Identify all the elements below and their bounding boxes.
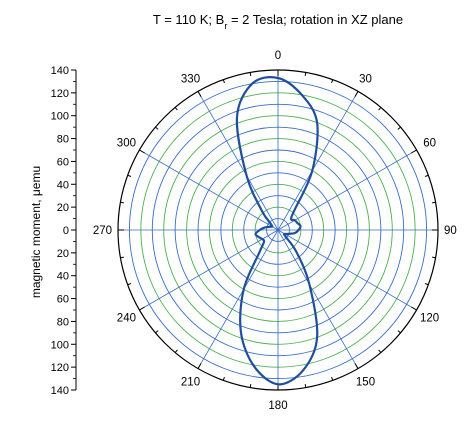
radial-tick-label: 60 (57, 294, 69, 306)
angular-tick-mark (139, 306, 145, 311)
angular-tick-label: 210 (181, 377, 200, 389)
angular-tick-mark (249, 384, 252, 388)
angular-tick-mark (432, 201, 436, 204)
radial-tick-label: 100 (51, 339, 69, 351)
angular-tick-mark (155, 126, 159, 130)
angular-tick-mark (411, 149, 417, 154)
angular-tick-mark (331, 79, 334, 84)
angular-tick-label: 270 (93, 225, 112, 237)
radial-tick-label: 120 (51, 88, 69, 100)
grid-spoke (277, 229, 417, 311)
angular-tick-mark (174, 349, 178, 353)
radial-tick-label: 140 (51, 65, 69, 77)
title-prefix: T = 110 K; B (153, 12, 224, 27)
angular-tick-mark (378, 349, 382, 353)
angular-tick-mark (354, 91, 359, 97)
angular-tick-mark (127, 174, 132, 177)
angular-tick-label: 90 (444, 225, 457, 237)
angular-tick-mark (354, 363, 359, 369)
radial-tick-label: 60 (57, 156, 69, 168)
angular-tick-mark (197, 363, 202, 369)
angular-tick-label: 330 (181, 73, 200, 85)
grid-spoke (277, 229, 359, 369)
grid-spoke (139, 149, 279, 231)
angular-tick-mark (222, 376, 225, 381)
grid-spoke (197, 91, 279, 231)
angular-tick-mark (127, 283, 132, 286)
angular-tick-label: 150 (356, 377, 375, 389)
radial-tick-label: 40 (57, 179, 69, 191)
angular-tick-mark (432, 256, 436, 259)
chart-title: T = 110 K; Br = 2 Tesla; rotation in XZ … (153, 12, 403, 31)
angular-tick-mark (411, 306, 417, 311)
angular-tick-mark (397, 126, 401, 130)
angular-tick-mark (378, 107, 382, 111)
series-line (235, 76, 319, 386)
angular-tick-label: 240 (117, 313, 136, 325)
angular-tick-mark (174, 107, 178, 111)
angular-tick-mark (331, 376, 334, 381)
radial-tick-label: 40 (57, 271, 69, 283)
radial-tick-label: 0 (63, 225, 69, 237)
angular-tick-label: 30 (359, 73, 372, 85)
radial-tick-label: 80 (57, 134, 69, 146)
grid-spoke (197, 229, 279, 369)
angular-tick-label: 180 (268, 400, 287, 412)
radial-tick-label: 80 (57, 316, 69, 328)
radial-tick-label: 20 (57, 202, 69, 214)
radial-tick-label: 120 (51, 362, 69, 374)
radial-tick-label: 100 (51, 111, 69, 123)
radial-tick-label: 140 (51, 385, 69, 397)
grid-spoke (277, 149, 417, 231)
angular-tick-mark (424, 283, 429, 286)
radial-axis: 140 120 100 80 60 40 20 0 20 40 60 80 100 120 140 (51, 65, 77, 397)
angular-axis: 0 30 60 90 120 150 180 210 240 270 300 330 (93, 50, 457, 412)
angular-tick-mark (249, 72, 252, 76)
angular-tick-mark (155, 330, 159, 334)
angular-tick-mark (197, 91, 202, 97)
angular-tick-mark (139, 149, 145, 154)
series-layer (235, 76, 319, 386)
polar-grid (117, 69, 439, 391)
radial-tick-label: 20 (57, 248, 69, 260)
angular-tick-label: 0 (275, 50, 281, 62)
grid-spoke (139, 229, 279, 311)
y-axis-label: magnetic moment, μemu (29, 166, 43, 298)
angular-tick-label: 60 (423, 138, 436, 150)
angular-tick-mark (397, 330, 401, 334)
title-suffix: = 2 Tesla; rotation in XZ plane (227, 12, 403, 27)
angular-tick-mark (304, 72, 307, 76)
angular-tick-mark (304, 384, 307, 388)
angular-tick-label: 120 (420, 313, 439, 325)
angular-tick-mark (120, 201, 124, 204)
angular-tick-mark (222, 79, 225, 84)
angular-tick-label: 300 (117, 138, 136, 150)
angular-tick-mark (424, 174, 429, 177)
angular-tick-mark (120, 256, 124, 259)
title-subscript: r (224, 21, 227, 31)
grid-spoke (277, 91, 359, 231)
